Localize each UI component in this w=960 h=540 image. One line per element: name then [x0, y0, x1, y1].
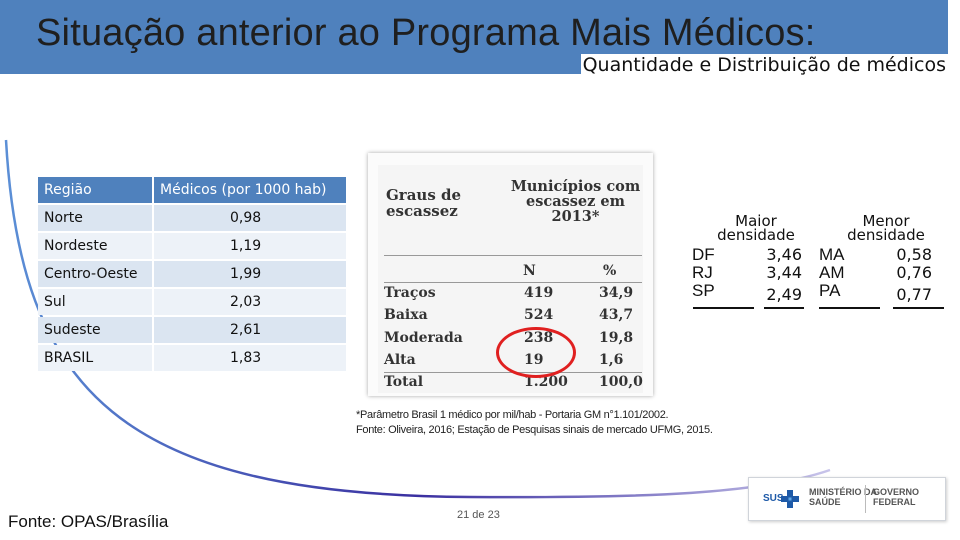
state-label: PA	[819, 281, 841, 300]
health-cross-icon	[781, 490, 799, 508]
higher-density-states: DF RJ SP	[692, 246, 715, 300]
state-label: RJ	[692, 263, 713, 282]
government-name: GOVERNO FEDERAL	[873, 487, 919, 507]
page-number: 21 de 23	[457, 509, 500, 521]
source-caption: Fonte: OPAS/Brasília	[8, 512, 169, 531]
ministry-line: MINISTÉRIO DA	[809, 487, 878, 497]
scarcity-col-pct: %	[603, 263, 617, 279]
density-value: 2,49	[766, 285, 802, 304]
scarcity-header-municipalities: Municípios com escassez em 2013*	[510, 178, 641, 225]
count-cell: 1.200	[524, 374, 568, 390]
government-line: GOVERNO	[873, 487, 920, 497]
density-value: 0,76	[896, 263, 932, 282]
footnote-line: Fonte: Oliveira, 2016; Estação de Pesqui…	[356, 424, 713, 436]
count-cell: 419	[524, 285, 554, 301]
pct-cell: 19,8	[599, 330, 634, 346]
footnote-line: *Parâmetro Brasil 1 médico por mil/hab -…	[356, 409, 669, 421]
table-row: Sul 2,03	[38, 289, 346, 315]
scarcity-table-image: Graus de escassez Municípios com escasse…	[368, 153, 653, 396]
scarcity-row-total: Total 1.200 100,0	[384, 374, 643, 394]
grade-cell: Moderada	[384, 330, 463, 346]
density-value: 3,46	[766, 245, 802, 264]
table-row: Sudeste 2,61	[38, 317, 346, 343]
lower-density-heading: Menor densidade	[847, 212, 925, 244]
pct-cell: 43,7	[599, 307, 634, 323]
lower-density-values: 0,58 0,76 0,77	[880, 246, 932, 304]
value-cell: 1,99	[154, 261, 346, 287]
underline	[893, 307, 944, 309]
value-cell: 2,61	[154, 317, 346, 343]
region-density-table: Região Médicos (por 1000 hab) Norte 0,98 …	[36, 175, 348, 373]
column-header-region: Região	[38, 177, 152, 203]
logo-divider	[865, 485, 866, 513]
scarcity-row: Baixa 524 43,7	[384, 307, 642, 327]
grade-cell: Total	[384, 374, 424, 390]
value-cell: 1,83	[154, 345, 346, 371]
value-cell: 0,98	[154, 205, 346, 231]
region-cell: Sul	[38, 289, 152, 315]
pct-cell: 100,0	[599, 374, 643, 390]
scarcity-header-grade: Graus de escassez	[386, 186, 462, 220]
scarcity-table: Graus de escassez Municípios com escasse…	[378, 165, 643, 393]
count-cell: 524	[524, 307, 554, 323]
table-row: Nordeste 1,19	[38, 233, 346, 259]
density-value: 0,58	[896, 245, 932, 264]
ministry-name: MINISTÉRIO DA SAÚDE	[809, 487, 877, 507]
ministry-line: SAÚDE	[809, 497, 841, 507]
table-row: Centro-Oeste 1,99	[38, 261, 346, 287]
higher-density-values: 3,46 3,44 2,49	[752, 246, 802, 304]
underline	[693, 307, 754, 309]
scarcity-row: Traços 419 34,9	[384, 285, 642, 305]
underline	[764, 307, 804, 309]
highlight-circle	[496, 327, 576, 378]
pct-cell: 34,9	[599, 285, 634, 301]
density-value: 0,77	[896, 285, 932, 304]
region-cell: Nordeste	[38, 233, 152, 259]
divider	[384, 255, 642, 256]
underline	[819, 307, 880, 309]
region-cell: Sudeste	[38, 317, 152, 343]
grade-cell: Baixa	[384, 307, 428, 323]
grade-cell: Alta	[384, 352, 416, 368]
slide-title: Situação anterior ao Programa Mais Médic…	[36, 12, 816, 54]
lower-density-states: MA AM PA	[819, 246, 845, 300]
sus-wordmark: SUS	[763, 493, 784, 504]
column-header-doctors: Médicos (por 1000 hab)	[154, 177, 346, 203]
higher-density-heading: Maior densidade	[717, 212, 795, 244]
scarcity-col-n: N	[523, 263, 536, 279]
slide-subtitle: Quantidade e Distribuição de médicos	[580, 54, 948, 76]
state-label: DF	[692, 245, 715, 264]
divider	[384, 282, 642, 283]
pct-cell: 1,6	[599, 352, 624, 368]
density-value: 3,44	[766, 263, 802, 282]
footnote: *Parâmetro Brasil 1 médico por mil/hab -…	[356, 408, 713, 438]
table-row: Norte 0,98	[38, 205, 346, 231]
state-label: AM	[819, 263, 845, 282]
value-cell: 2,03	[154, 289, 346, 315]
region-cell: Norte	[38, 205, 152, 231]
state-label: SP	[692, 281, 715, 300]
government-line: FEDERAL	[873, 497, 916, 507]
ministry-logo: SUS MINISTÉRIO DA SAÚDE GOVERNO FEDERAL	[748, 477, 946, 521]
region-cell: BRASIL	[38, 345, 152, 371]
region-cell: Centro-Oeste	[38, 261, 152, 287]
value-cell: 1,19	[154, 233, 346, 259]
table-row: BRASIL 1,83	[38, 345, 346, 371]
grade-cell: Traços	[384, 285, 436, 301]
state-label: MA	[819, 245, 845, 264]
